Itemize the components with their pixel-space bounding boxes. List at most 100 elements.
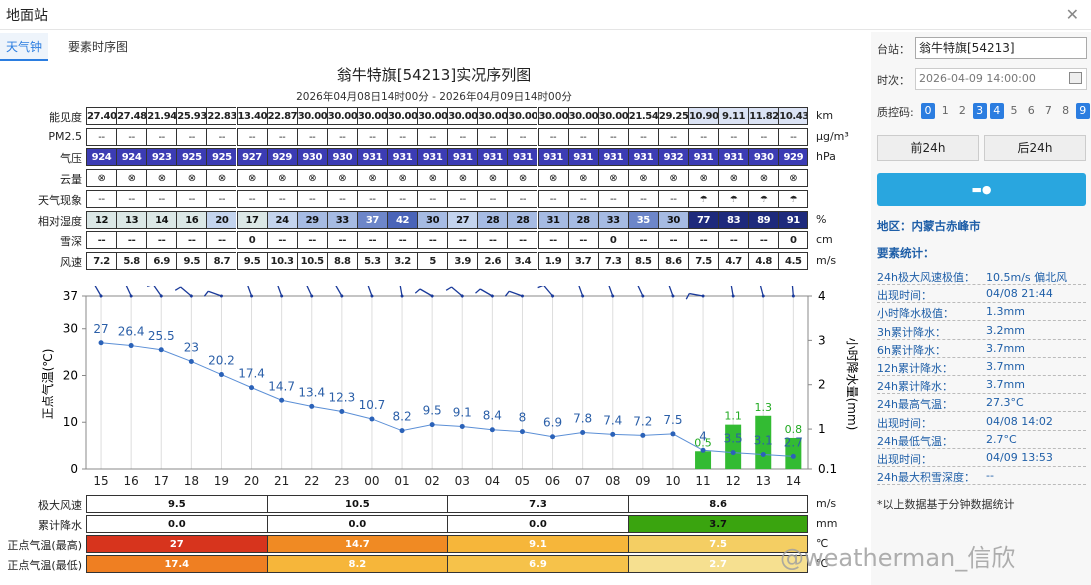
grid-cell: ⊗ bbox=[296, 169, 327, 188]
grid-cell: -- bbox=[748, 231, 779, 250]
prev-24h-button[interactable]: 前24h bbox=[877, 135, 979, 161]
stat-value: 2.7°C bbox=[986, 432, 1017, 446]
tab-element-series[interactable]: 要素时序图 bbox=[68, 40, 129, 54]
grid-cell: -- bbox=[326, 231, 357, 250]
qc-code-7[interactable]: 7 bbox=[1044, 104, 1052, 117]
grid-cell: ⊗ bbox=[176, 169, 207, 188]
temperature-point bbox=[760, 452, 766, 458]
grid-cell: -- bbox=[86, 127, 116, 146]
temperature-point bbox=[98, 340, 104, 346]
qc-code-1[interactable]: 1 bbox=[941, 104, 949, 117]
grid-cell: 30.00 bbox=[477, 107, 508, 125]
grid-cell: 924 bbox=[86, 148, 116, 167]
tab-weather-clock[interactable]: 天气钟 bbox=[0, 33, 49, 61]
grid-cell: ⊗ bbox=[116, 169, 147, 188]
temperature-label: 26.4 bbox=[118, 325, 145, 339]
qc-code-3[interactable]: 3 bbox=[972, 103, 987, 119]
qc-code-4[interactable]: 4 bbox=[989, 103, 1004, 119]
qc-code-8[interactable]: 8 bbox=[1062, 104, 1070, 117]
grid-cell: ⊗ bbox=[447, 169, 478, 188]
grid-cell: -- bbox=[627, 127, 658, 146]
stat-value: 04/08 21:44 bbox=[986, 287, 1053, 301]
temperature-point bbox=[550, 434, 556, 440]
wind-barb-icon bbox=[791, 286, 795, 298]
grid-cell: 30.00 bbox=[567, 107, 598, 125]
rain-icon: ☂ bbox=[688, 189, 718, 208]
summary-cell: 6.9 bbox=[447, 555, 628, 573]
x-tick-label: 13 bbox=[756, 474, 771, 488]
stat-value: 27.3°C bbox=[986, 396, 1024, 410]
qc-code-9[interactable]: 9 bbox=[1075, 103, 1090, 119]
grid-cell: 28 bbox=[507, 210, 538, 229]
row-label: 气压 bbox=[60, 152, 82, 166]
grid-cell: 4.8 bbox=[748, 251, 779, 270]
grid-cell: -- bbox=[657, 189, 688, 208]
stat-value: 3.7mm bbox=[986, 341, 1025, 355]
side-panel: 台站： 翁牛特旗[54213] 时次： 2026-04-09 14:00:00 … bbox=[871, 32, 1091, 585]
qc-code-2[interactable]: 2 bbox=[958, 104, 966, 117]
row-label: 风速 bbox=[60, 255, 82, 269]
temperature-label: 17.4 bbox=[238, 367, 265, 381]
stat-key: 3h累计降水： bbox=[877, 325, 946, 339]
row-unit: % bbox=[816, 212, 827, 226]
qc-label: 质控码: bbox=[877, 106, 914, 119]
row-label: 雪深 bbox=[60, 235, 82, 249]
grid-cell: 22.87 bbox=[266, 107, 297, 125]
loading-icon: ▬● bbox=[971, 183, 992, 196]
x-tick-label: 00 bbox=[364, 474, 379, 488]
grid-cell: ⊗ bbox=[266, 169, 297, 188]
grid-cell: ⊗ bbox=[567, 169, 598, 188]
close-icon[interactable]: ✕ bbox=[1065, 5, 1079, 24]
precip-label: 1.3 bbox=[755, 401, 773, 414]
grid-cell: 29 bbox=[296, 210, 327, 229]
time-input[interactable]: 2026-04-09 14:00:00 bbox=[915, 68, 1087, 90]
grid-cell: 930 bbox=[748, 148, 779, 167]
grid-cell: 8.6 bbox=[657, 251, 688, 270]
qc-code-6[interactable]: 6 bbox=[1027, 104, 1035, 117]
grid-cell: -- bbox=[567, 189, 598, 208]
x-tick-label: 21 bbox=[274, 474, 289, 488]
grid-cell: 13 bbox=[116, 210, 147, 229]
next-24h-button[interactable]: 后24h bbox=[984, 135, 1086, 161]
grid-cell: -- bbox=[657, 231, 688, 250]
stat-row: 3h累计降水： 3.2mm bbox=[877, 324, 1086, 340]
grid-cell: 30 bbox=[417, 210, 448, 229]
calendar-icon[interactable] bbox=[1069, 72, 1082, 84]
grid-cell: 4.5 bbox=[778, 251, 809, 270]
grid-cell: -- bbox=[296, 189, 327, 208]
region-label: 地区：内蒙古赤峰市 bbox=[877, 219, 981, 233]
grid-cell: 931 bbox=[597, 148, 628, 167]
wind-barb-icon bbox=[607, 286, 615, 298]
grid-cell: 27.48 bbox=[116, 107, 147, 125]
qc-code-5[interactable]: 5 bbox=[1010, 104, 1018, 117]
grid-cell: 30.00 bbox=[356, 107, 387, 125]
temperature-label: 3.1 bbox=[754, 434, 773, 448]
wind-barb-icon bbox=[334, 286, 344, 298]
summary-cell: 14.7 bbox=[266, 535, 448, 553]
wind-barb-icon bbox=[366, 286, 374, 298]
stat-row: 24h最高气温： 27.3°C bbox=[877, 396, 1086, 413]
grid-cell: -- bbox=[176, 127, 207, 146]
qc-code-0[interactable]: 0 bbox=[921, 103, 935, 119]
y2-tick-label: 1 bbox=[818, 422, 826, 436]
grid-cell: 28 bbox=[477, 210, 508, 229]
station-input[interactable]: 翁牛特旗[54213] bbox=[915, 37, 1087, 59]
temperature-point bbox=[489, 427, 495, 433]
stat-key: 小时降水极值： bbox=[877, 307, 954, 321]
stat-value: 1.3mm bbox=[986, 305, 1025, 319]
grid-cell: -- bbox=[537, 127, 568, 146]
grid-cell: 7.5 bbox=[688, 251, 718, 270]
temperature-point bbox=[730, 450, 736, 456]
grid-cell: 931 bbox=[447, 148, 478, 167]
stat-key: 出现时间： bbox=[877, 453, 932, 466]
temperature-point bbox=[580, 430, 586, 436]
grid-cell: ⊗ bbox=[387, 169, 417, 188]
summary-cell: 7.3 bbox=[447, 495, 628, 513]
precip-label: 0.8 bbox=[785, 423, 803, 436]
stat-value: 04/08 14:02 bbox=[986, 414, 1053, 428]
summary-unit: ℃ bbox=[816, 537, 829, 550]
grid-cell: 6.9 bbox=[146, 251, 177, 270]
query-button[interactable]: ▬● bbox=[877, 173, 1086, 206]
grid-cell: ⊗ bbox=[718, 169, 749, 188]
grid-cell: 13.40 bbox=[236, 107, 267, 125]
